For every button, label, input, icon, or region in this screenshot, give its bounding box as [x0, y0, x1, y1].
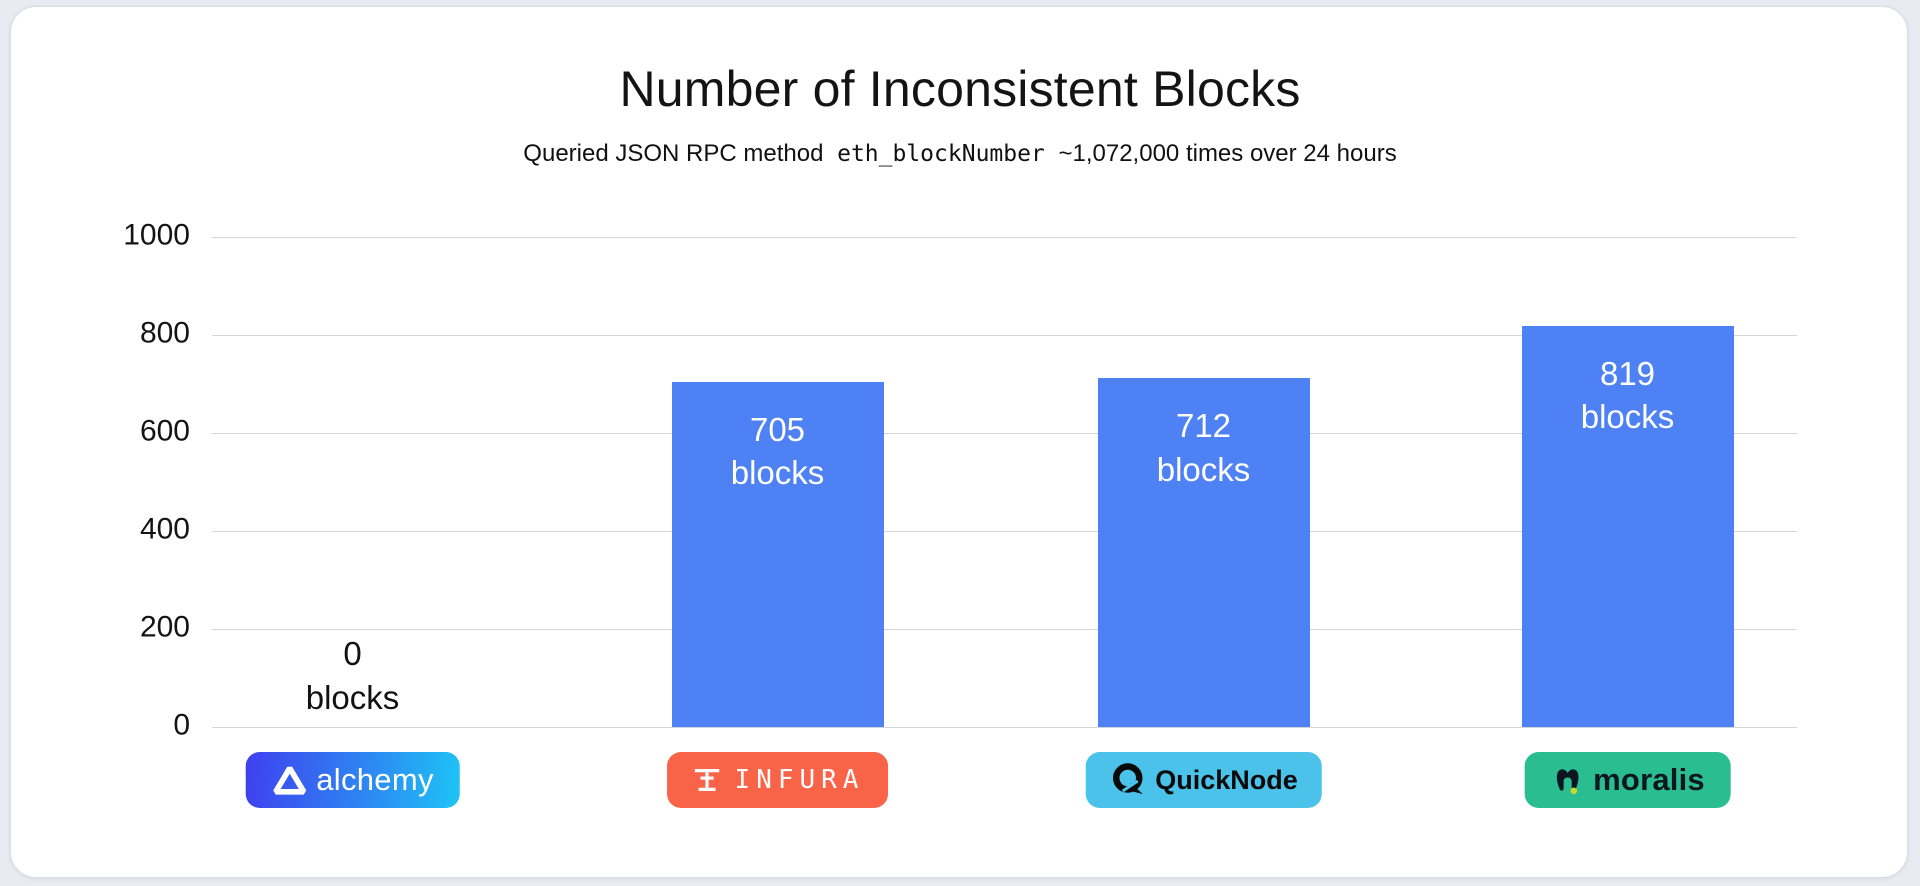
- infura-logo-icon: [691, 765, 723, 795]
- bar-value-label-zero-alchemy: 0 blocks: [305, 635, 400, 716]
- alchemy-logo-icon: [271, 764, 307, 796]
- badge-infura: INFURA: [666, 752, 889, 808]
- y-axis-tick-0: 0: [173, 708, 190, 742]
- bar-infura: 705 blocks: [671, 381, 884, 727]
- chart-title: Number of Inconsistent Blocks: [619, 61, 1301, 117]
- y-axis-tick-1000: 1000: [123, 218, 190, 252]
- gridline-y200: [212, 628, 1797, 630]
- badge-moralis-label: moralis: [1593, 762, 1705, 797]
- badge-alchemy-label: alchemy: [316, 762, 434, 797]
- gridline-y600: [212, 432, 1797, 434]
- subtitle-suffix: ~1,072,000 times over 24 hours: [1058, 140, 1397, 167]
- y-axis-tick-600: 600: [139, 414, 190, 448]
- badge-infura-label: INFURA: [734, 765, 865, 795]
- bar-moralis: 819 blocks: [1521, 325, 1734, 727]
- quicknode-logo-icon: [1109, 761, 1147, 799]
- badge-quicknode-label: QuickNode: [1155, 764, 1298, 795]
- subtitle-code-method: eth_blockNumber: [837, 141, 1045, 167]
- chart-subtitle: Queried JSON RPC method eth_blockNumber …: [0, 140, 1920, 168]
- bar-value-label: 705 blocks: [730, 410, 825, 492]
- y-axis-tick-800: 800: [139, 316, 190, 350]
- gridline-y1000: [212, 236, 1797, 238]
- gridline-y400: [212, 530, 1797, 532]
- bar-value-label: 712 blocks: [1156, 407, 1251, 488]
- moralis-logo-icon: [1550, 763, 1584, 797]
- bar-quicknode: 712 blocks: [1097, 378, 1310, 727]
- badge-moralis: moralis: [1524, 752, 1731, 808]
- y-axis-tick-400: 400: [139, 512, 190, 546]
- subtitle-prefix: Queried JSON RPC method: [523, 140, 824, 167]
- bar-value-label: 819 blocks: [1580, 354, 1675, 436]
- gridline-y0: [212, 726, 1797, 728]
- badge-quicknode: QuickNode: [1085, 752, 1322, 808]
- badge-alchemy: alchemy: [245, 752, 460, 808]
- gridline-y800: [212, 334, 1797, 336]
- y-axis-tick-200: 200: [139, 610, 190, 644]
